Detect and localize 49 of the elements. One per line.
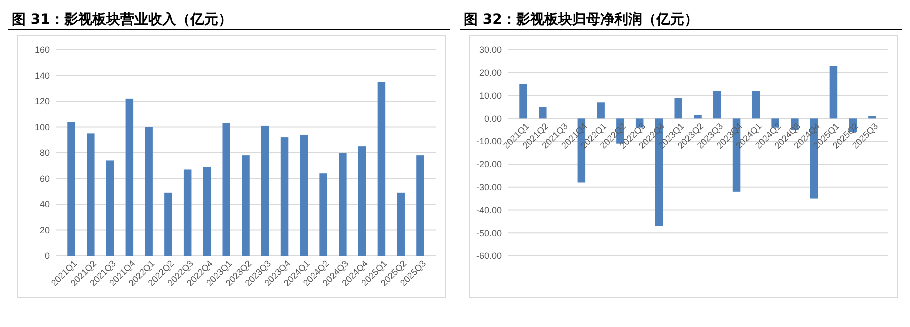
y-tick-label: 20.00 bbox=[479, 68, 502, 78]
bar bbox=[126, 98, 134, 256]
bar bbox=[358, 146, 366, 256]
bar bbox=[339, 153, 347, 256]
bar bbox=[300, 134, 308, 256]
y-tick-label: 160 bbox=[34, 45, 50, 56]
bar bbox=[280, 138, 289, 256]
bar bbox=[145, 127, 153, 256]
bar bbox=[597, 102, 605, 119]
y-tick-label: 60 bbox=[40, 174, 50, 184]
y-tick-label: -60.00 bbox=[476, 251, 502, 262]
bar bbox=[694, 115, 702, 119]
y-tick-label: 30.00 bbox=[479, 45, 502, 56]
bar bbox=[87, 134, 95, 256]
y-tick-label: -30.00 bbox=[476, 182, 502, 192]
bar bbox=[752, 91, 760, 119]
chart-title: 图 31：影视板块营业收入（亿元） bbox=[12, 11, 232, 28]
bar bbox=[242, 156, 250, 256]
y-tick-label: 20 bbox=[40, 225, 50, 236]
chart-title: 图 32：影视板块归母净利润（亿元） bbox=[464, 11, 698, 28]
bar bbox=[714, 91, 722, 119]
y-tick-label: 120 bbox=[34, 96, 50, 107]
y-tick-label: 140 bbox=[34, 70, 50, 81]
bar bbox=[184, 170, 192, 256]
y-tick-label: -10.00 bbox=[476, 136, 502, 147]
bar bbox=[674, 98, 682, 119]
y-tick-label: 10.00 bbox=[479, 90, 502, 101]
bar bbox=[320, 174, 328, 256]
y-tick-label: 80 bbox=[40, 148, 50, 158]
y-tick-label: -20.00 bbox=[476, 160, 502, 170]
bar bbox=[106, 160, 114, 256]
bar bbox=[416, 156, 424, 256]
y-tick-label: -40.00 bbox=[476, 205, 502, 216]
y-tick-label: 0.00 bbox=[484, 114, 502, 124]
bar bbox=[539, 107, 547, 119]
bar bbox=[262, 126, 270, 256]
bar bbox=[203, 167, 212, 256]
bar bbox=[868, 116, 876, 119]
bar bbox=[164, 192, 172, 256]
bar bbox=[222, 123, 230, 256]
y-tick-label: 0 bbox=[44, 251, 50, 262]
bar bbox=[378, 82, 386, 256]
bar bbox=[520, 84, 528, 119]
y-tick-label: 100 bbox=[34, 122, 50, 132]
bar bbox=[68, 122, 76, 256]
y-tick-label: 40 bbox=[40, 200, 50, 210]
bar bbox=[830, 66, 838, 119]
bar bbox=[397, 192, 405, 256]
y-tick-label: -50.00 bbox=[476, 228, 502, 238]
